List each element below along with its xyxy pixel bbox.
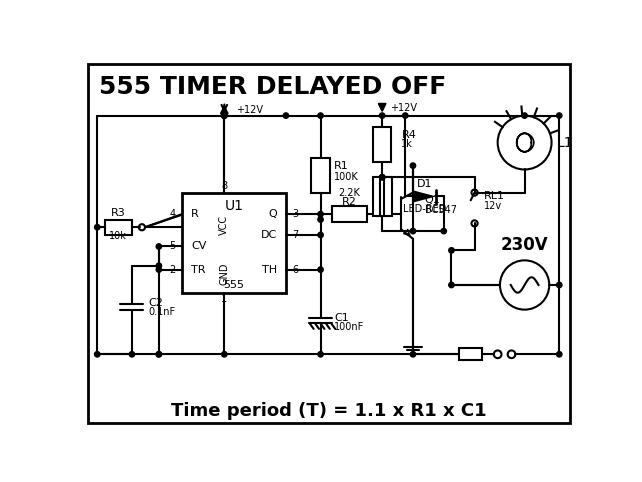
Polygon shape (413, 190, 436, 202)
Text: VCC: VCC (220, 215, 229, 235)
Bar (311, 158, 330, 193)
Text: +12V: +12V (236, 105, 263, 115)
Circle shape (318, 217, 324, 222)
Circle shape (410, 228, 415, 234)
Text: fx: fx (347, 230, 401, 278)
Circle shape (557, 113, 562, 118)
Text: 0.1nF: 0.1nF (149, 307, 176, 317)
Text: 10k: 10k (109, 231, 127, 241)
Text: Time period (T) = 1.1 x R1 x C1: Time period (T) = 1.1 x R1 x C1 (171, 402, 487, 419)
Circle shape (318, 267, 324, 272)
Text: 555 TIMER DELAYED OFF: 555 TIMER DELAYED OFF (99, 75, 446, 99)
Text: 7: 7 (292, 230, 299, 240)
Text: R4: R4 (401, 130, 416, 140)
Text: DC: DC (261, 230, 277, 240)
Circle shape (403, 113, 408, 118)
Circle shape (283, 113, 289, 118)
Circle shape (156, 351, 162, 357)
Circle shape (156, 351, 162, 357)
Text: Edge: Edge (243, 230, 383, 278)
Text: RL1: RL1 (484, 191, 505, 201)
Circle shape (410, 351, 415, 357)
Text: 230V: 230V (501, 236, 548, 254)
Text: 4: 4 (169, 209, 176, 219)
Circle shape (221, 351, 227, 357)
Text: Q: Q (268, 209, 277, 219)
Circle shape (318, 113, 324, 118)
Text: 2.2K: 2.2K (338, 188, 360, 199)
Circle shape (410, 163, 415, 168)
Circle shape (318, 212, 324, 217)
Circle shape (156, 267, 162, 272)
Circle shape (94, 225, 100, 230)
Text: 100K: 100K (334, 172, 358, 182)
Text: TH: TH (261, 265, 277, 275)
Text: R1: R1 (334, 161, 349, 171)
Text: 8: 8 (221, 181, 227, 191)
Bar (373, 177, 392, 215)
Circle shape (221, 113, 227, 118)
Circle shape (94, 351, 100, 357)
Circle shape (441, 228, 446, 234)
Text: C1: C1 (334, 313, 349, 323)
Text: U1: U1 (225, 200, 243, 214)
Circle shape (379, 174, 385, 180)
Text: GND: GND (220, 262, 229, 285)
Circle shape (522, 113, 527, 118)
Text: 5: 5 (169, 241, 176, 252)
Text: 1: 1 (221, 294, 227, 304)
Bar (105, 219, 132, 235)
Circle shape (557, 351, 562, 357)
Text: C2: C2 (149, 298, 164, 308)
Text: 6: 6 (292, 265, 298, 275)
Circle shape (557, 282, 562, 288)
Text: 100nF: 100nF (334, 322, 365, 333)
Circle shape (318, 232, 324, 238)
Text: L1: L1 (557, 135, 573, 149)
Text: Q1: Q1 (424, 195, 440, 205)
Bar (182, 193, 286, 293)
Circle shape (379, 113, 385, 118)
Circle shape (129, 351, 135, 357)
Bar (332, 206, 367, 222)
Text: R: R (191, 209, 199, 219)
Bar (373, 127, 392, 162)
Text: LED-RED: LED-RED (403, 204, 446, 214)
Text: 1k: 1k (401, 139, 413, 149)
Circle shape (379, 174, 385, 180)
Text: BC547: BC547 (424, 204, 456, 214)
Text: TR: TR (191, 265, 205, 275)
Text: R3: R3 (110, 208, 125, 218)
Text: D1: D1 (417, 179, 432, 189)
Text: 2: 2 (169, 265, 176, 275)
Circle shape (449, 282, 454, 288)
Circle shape (156, 263, 162, 268)
Circle shape (318, 351, 324, 357)
Bar (459, 348, 482, 361)
Circle shape (221, 113, 227, 118)
Circle shape (449, 248, 454, 253)
Text: 12v: 12v (484, 201, 502, 211)
Text: CV: CV (191, 241, 207, 252)
Text: 555: 555 (223, 280, 245, 290)
Circle shape (156, 244, 162, 249)
Text: +12V: +12V (390, 103, 417, 113)
Text: 3: 3 (292, 209, 298, 219)
Circle shape (221, 113, 227, 118)
Text: R2: R2 (342, 197, 356, 207)
